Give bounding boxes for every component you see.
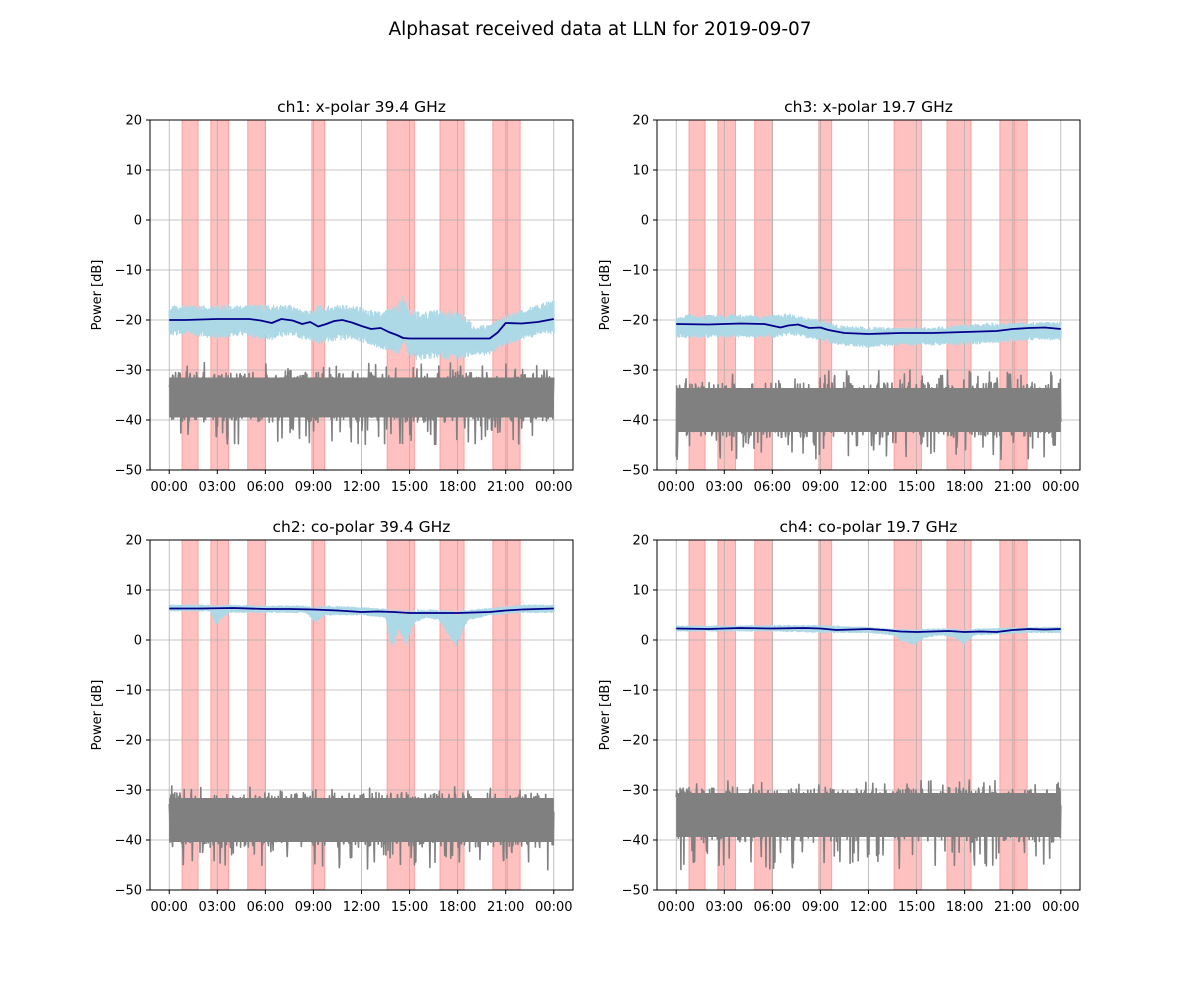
x-tick-label: 09:00	[295, 480, 332, 495]
x-tick-label: 21:00	[994, 480, 1031, 495]
x-tick-label: 03:00	[706, 900, 743, 915]
x-tick-label: 21:00	[487, 480, 524, 495]
y-axis-label: Power [dB]	[598, 680, 613, 751]
y-tick-label: 0	[641, 214, 649, 229]
x-tick-label: 15:00	[391, 480, 428, 495]
rain-interval-band	[688, 120, 706, 470]
y-tick-label: 10	[125, 584, 142, 599]
x-tick-label: 12:00	[850, 480, 887, 495]
x-tick-label: 12:00	[850, 900, 887, 915]
y-tick-label: −50	[622, 464, 649, 479]
smoothed-signal-line	[169, 318, 554, 340]
plot-area	[657, 540, 1080, 890]
y-axis-label: Power [dB]	[598, 260, 613, 331]
panel-title: ch4: co-polar 19.7 GHz	[780, 518, 958, 536]
y-tick-label: 20	[632, 114, 649, 129]
smoothed-signal-line	[169, 607, 554, 614]
x-tick-label: 15:00	[391, 900, 428, 915]
noise-floor-core	[169, 798, 554, 842]
rain-interval-band	[999, 540, 1015, 890]
y-tick-label: 0	[641, 634, 649, 649]
x-tick-label: 06:00	[754, 900, 791, 915]
y-tick-label: −20	[115, 734, 142, 749]
x-tick-label: 00:00	[1042, 900, 1079, 915]
y-tick-label: −30	[622, 364, 649, 379]
y-tick-label: −20	[622, 734, 649, 749]
y-axis-label: Power [dB]	[90, 260, 105, 331]
y-tick-label: −30	[115, 784, 142, 799]
x-tick-label: 18:00	[439, 900, 476, 915]
raw-signal-trace	[675, 313, 1062, 348]
plot-area	[150, 540, 573, 890]
x-tick-label: 06:00	[754, 480, 791, 495]
x-tick-label: 03:00	[199, 480, 236, 495]
y-tick-label: −50	[622, 884, 649, 899]
panel-ch2-copolar-39-4: ch2: co-polar 39.4 GHz Power [dB] −50 −40…	[90, 518, 574, 915]
x-tick-label: 00:00	[150, 480, 187, 495]
y-tick-label: 20	[125, 534, 142, 549]
y-tick-label: −10	[622, 684, 649, 699]
rain-interval-band	[717, 120, 737, 470]
y-axis-label: Power [dB]	[90, 680, 105, 751]
x-tick-label: 12:00	[343, 900, 380, 915]
y-tick-label: 20	[632, 534, 649, 549]
x-tick-label: 00:00	[1042, 480, 1079, 495]
y-tick-label: −40	[115, 834, 142, 849]
panel-ch1-xpolar-39-4: ch1: x-polar 39.4 GHz Power [dB] −50 −40 −…	[90, 98, 574, 495]
x-tick-label: 06:00	[247, 900, 284, 915]
y-tick-label: −40	[115, 414, 142, 429]
y-tick-label: −20	[115, 314, 142, 329]
noise-floor-core	[676, 388, 1061, 432]
panel-ch3-xpolar-19-7: ch3: x-polar 19.7 GHz Power [dB] −50 −40 −…	[598, 98, 1081, 495]
x-tick-label: 09:00	[802, 900, 839, 915]
y-tick-label: −50	[115, 884, 142, 899]
y-tick-label: 10	[125, 164, 142, 179]
x-tick-label: 21:00	[994, 900, 1031, 915]
y-tick-label: −10	[622, 264, 649, 279]
y-tick-label: 10	[632, 584, 649, 599]
plot-area	[657, 120, 1080, 470]
x-tick-label: 03:00	[199, 900, 236, 915]
panel-title: ch1: x-polar 39.4 GHz	[277, 98, 446, 116]
x-tick-label: 00:00	[657, 900, 694, 915]
y-tick-label: −30	[115, 364, 142, 379]
noise-floor-core	[169, 377, 554, 418]
smoothed-signal-line	[676, 627, 1061, 633]
y-tick-label: −50	[115, 464, 142, 479]
x-tick-label: 21:00	[487, 900, 524, 915]
x-tick-label: 18:00	[946, 480, 983, 495]
y-tick-label: 0	[134, 214, 142, 229]
y-tick-label: 20	[125, 114, 142, 129]
x-tick-label: 06:00	[247, 480, 284, 495]
y-tick-label: −40	[622, 414, 649, 429]
x-tick-label: 09:00	[295, 900, 332, 915]
y-tick-label: −20	[622, 314, 649, 329]
figure-suptitle: Alphasat received data at LLN for 2019-0…	[388, 19, 811, 40]
y-tick-label: −40	[622, 834, 649, 849]
x-tick-label: 15:00	[898, 900, 935, 915]
plot-area	[150, 120, 573, 470]
panel-title: ch2: co-polar 39.4 GHz	[273, 518, 451, 536]
panel-ch4-copolar-19-7: ch4: co-polar 19.7 GHz Power [dB] −50 −40…	[598, 518, 1081, 915]
x-tick-label: 18:00	[439, 480, 476, 495]
y-tick-label: 10	[632, 164, 649, 179]
x-tick-label: 00:00	[150, 900, 187, 915]
x-tick-label: 12:00	[343, 480, 380, 495]
x-tick-label: 03:00	[706, 480, 743, 495]
y-tick-label: −10	[115, 684, 142, 699]
noise-floor-core	[676, 793, 1061, 837]
x-tick-label: 00:00	[535, 900, 572, 915]
y-tick-label: 0	[134, 634, 142, 649]
y-tick-label: −30	[622, 784, 649, 799]
x-tick-label: 15:00	[898, 480, 935, 495]
x-tick-label: 00:00	[535, 480, 572, 495]
panel-title: ch3: x-polar 19.7 GHz	[784, 98, 953, 116]
x-tick-label: 09:00	[802, 480, 839, 495]
y-tick-label: −10	[115, 264, 142, 279]
smoothed-signal-line	[676, 322, 1061, 335]
x-tick-label: 00:00	[657, 480, 694, 495]
x-tick-label: 18:00	[946, 900, 983, 915]
